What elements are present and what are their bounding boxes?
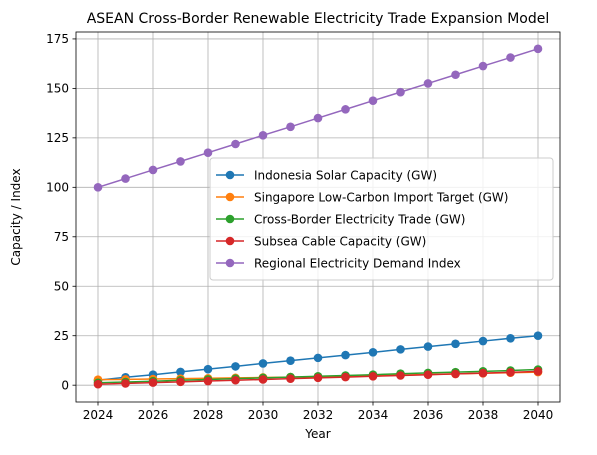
x-tick-label: 2024 xyxy=(83,408,114,422)
data-point xyxy=(478,368,488,378)
x-tick-label: 2032 xyxy=(303,408,334,422)
legend-label: Indonesia Solar Capacity (GW) xyxy=(254,168,437,182)
legend-item: Cross-Border Electricity Trade (GW) xyxy=(216,212,465,226)
series-5 xyxy=(93,44,543,192)
data-point xyxy=(286,122,295,132)
x-tick-label: 2028 xyxy=(193,408,224,422)
data-point xyxy=(533,367,543,376)
axis-ticks: 2024 2026 2028 2030 2032 2034 2036 2038 2040 0 25 5… xyxy=(46,32,553,422)
data-point xyxy=(533,44,543,54)
data-point xyxy=(148,165,158,175)
y-tick-label: 25 xyxy=(54,329,69,343)
x-tick-label: 2038 xyxy=(468,408,499,422)
data-point xyxy=(203,376,213,386)
legend-label: Cross-Border Electricity Trade (GW) xyxy=(254,212,465,226)
legend-item: Singapore Low-Carbon Import Target (GW) xyxy=(216,190,508,204)
data-point xyxy=(341,372,350,382)
data-point xyxy=(203,364,213,374)
data-point xyxy=(231,139,240,149)
data-point xyxy=(506,53,515,62)
data-point xyxy=(423,342,433,351)
data-point xyxy=(451,70,460,80)
data-point xyxy=(231,362,240,371)
data-point xyxy=(396,345,405,354)
legend-marker xyxy=(225,214,235,224)
y-tick-label: 100 xyxy=(46,181,69,195)
data-point xyxy=(93,379,103,389)
data-point xyxy=(313,353,323,363)
data-point xyxy=(258,375,268,384)
legend: Indonesia Solar Capacity (GW) Singapore L… xyxy=(209,157,554,281)
data-point xyxy=(93,183,103,192)
data-point xyxy=(478,61,488,71)
data-point xyxy=(478,336,488,346)
legend-marker xyxy=(225,236,235,246)
data-point xyxy=(396,87,405,97)
y-tick-label: 125 xyxy=(46,131,69,145)
y-tick-label: 75 xyxy=(54,230,69,244)
data-point xyxy=(176,157,185,166)
x-tick-label: 2026 xyxy=(138,408,169,422)
data-point xyxy=(258,130,268,140)
data-point xyxy=(286,356,295,365)
data-point xyxy=(396,371,405,380)
series-4 xyxy=(93,367,543,389)
data-point xyxy=(368,348,378,357)
data-point xyxy=(368,96,378,105)
legend-item: Indonesia Solar Capacity (GW) xyxy=(216,168,437,182)
y-tick-label: 175 xyxy=(46,32,69,46)
chart-title: ASEAN Cross-Border Renewable Electricity… xyxy=(87,11,550,27)
data-point xyxy=(341,105,350,114)
data-point xyxy=(423,79,433,88)
legend-label: Subsea Cable Capacity (GW) xyxy=(254,234,426,248)
data-point xyxy=(451,339,460,349)
legend-marker xyxy=(225,170,235,180)
y-tick-label: 150 xyxy=(46,82,69,96)
legend-item: Subsea Cable Capacity (GW) xyxy=(216,234,426,248)
data-point xyxy=(148,378,158,387)
data-point xyxy=(176,367,185,377)
data-point xyxy=(313,373,323,383)
legend-marker xyxy=(225,258,235,268)
data-point xyxy=(176,377,185,387)
data-point xyxy=(203,148,213,157)
data-point xyxy=(368,371,378,381)
data-point xyxy=(231,375,240,385)
y-axis-label: Capacity / Index xyxy=(9,168,23,265)
x-tick-label: 2034 xyxy=(358,408,389,422)
data-point xyxy=(121,379,130,388)
x-tick-label: 2030 xyxy=(248,408,279,422)
x-tick-label: 2036 xyxy=(413,408,444,422)
data-point xyxy=(258,359,268,368)
data-series xyxy=(93,44,543,389)
data-point xyxy=(286,374,295,383)
legend-item: Regional Electricity Demand Index xyxy=(216,256,461,270)
y-tick-label: 50 xyxy=(54,280,69,294)
legend-marker xyxy=(225,192,235,202)
legend-box xyxy=(209,157,554,281)
data-point xyxy=(506,368,515,377)
data-point xyxy=(341,350,350,360)
x-tick-label: 2040 xyxy=(523,408,554,422)
x-axis-label: Year xyxy=(304,427,330,441)
data-point xyxy=(533,331,543,341)
data-point xyxy=(423,370,433,380)
y-tick-label: 0 xyxy=(61,378,69,392)
legend-label: Singapore Low-Carbon Import Target (GW) xyxy=(254,190,508,204)
data-point xyxy=(121,174,130,183)
data-point xyxy=(506,333,515,343)
data-point xyxy=(313,113,323,123)
legend-label: Regional Electricity Demand Index xyxy=(254,256,461,270)
data-point xyxy=(451,369,460,379)
